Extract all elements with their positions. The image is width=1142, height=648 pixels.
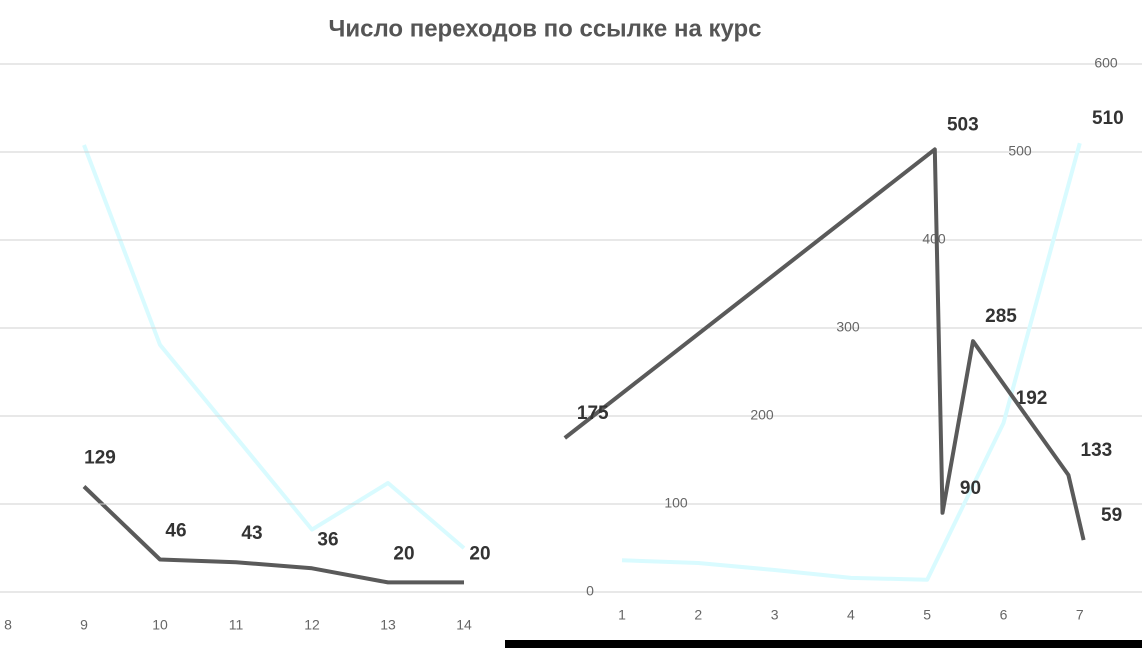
x-tick-label: 9 — [80, 617, 88, 633]
y-tick-label: 400 — [922, 231, 946, 247]
data-label: 20 — [469, 543, 490, 564]
x-tick-label: 1 — [618, 607, 626, 623]
x-tick-label: 2 — [694, 607, 702, 623]
y-tick-label: 600 — [1094, 55, 1118, 71]
x-tick-label: 11 — [229, 617, 244, 633]
data-label: 192 — [1016, 388, 1048, 409]
data-label: 503 — [947, 114, 979, 135]
data-label: 43 — [241, 523, 262, 544]
y-tick-label: 200 — [750, 407, 774, 423]
y-tick-label: 100 — [664, 495, 688, 511]
data-label: 285 — [985, 306, 1017, 327]
data-label: 510 — [1092, 108, 1124, 129]
series-line — [82, 485, 464, 585]
x-tick-label: 12 — [304, 617, 320, 633]
series-line — [621, 142, 1082, 582]
x-tick-label: 7 — [1076, 607, 1084, 623]
y-tick-label: 500 — [1008, 143, 1032, 159]
data-label: 90 — [960, 478, 981, 499]
data-label: 20 — [393, 543, 414, 564]
x-tick-label: 8 — [4, 617, 12, 633]
data-label: 133 — [1081, 440, 1113, 461]
data-label: 129 — [84, 447, 116, 468]
data-label: 59 — [1101, 505, 1122, 526]
y-tick-label: 300 — [836, 319, 860, 335]
x-tick-label: 10 — [152, 617, 168, 633]
y-tick-label: 0 — [586, 583, 594, 599]
data-label: 36 — [317, 529, 338, 550]
data-label: 175 — [577, 403, 609, 424]
x-tick-label: 3 — [771, 607, 779, 623]
data-label: 46 — [165, 521, 186, 542]
series-line — [82, 144, 466, 550]
x-tick-label: 14 — [456, 617, 472, 633]
series-line — [563, 147, 1086, 541]
black-bar — [505, 640, 1142, 648]
x-tick-label: 13 — [380, 617, 396, 633]
chart-title: Число переходов по ссылке на курс — [328, 15, 761, 42]
x-tick-label: 4 — [847, 607, 855, 623]
x-tick-label: 6 — [1000, 607, 1008, 623]
x-tick-label: 5 — [923, 607, 931, 623]
